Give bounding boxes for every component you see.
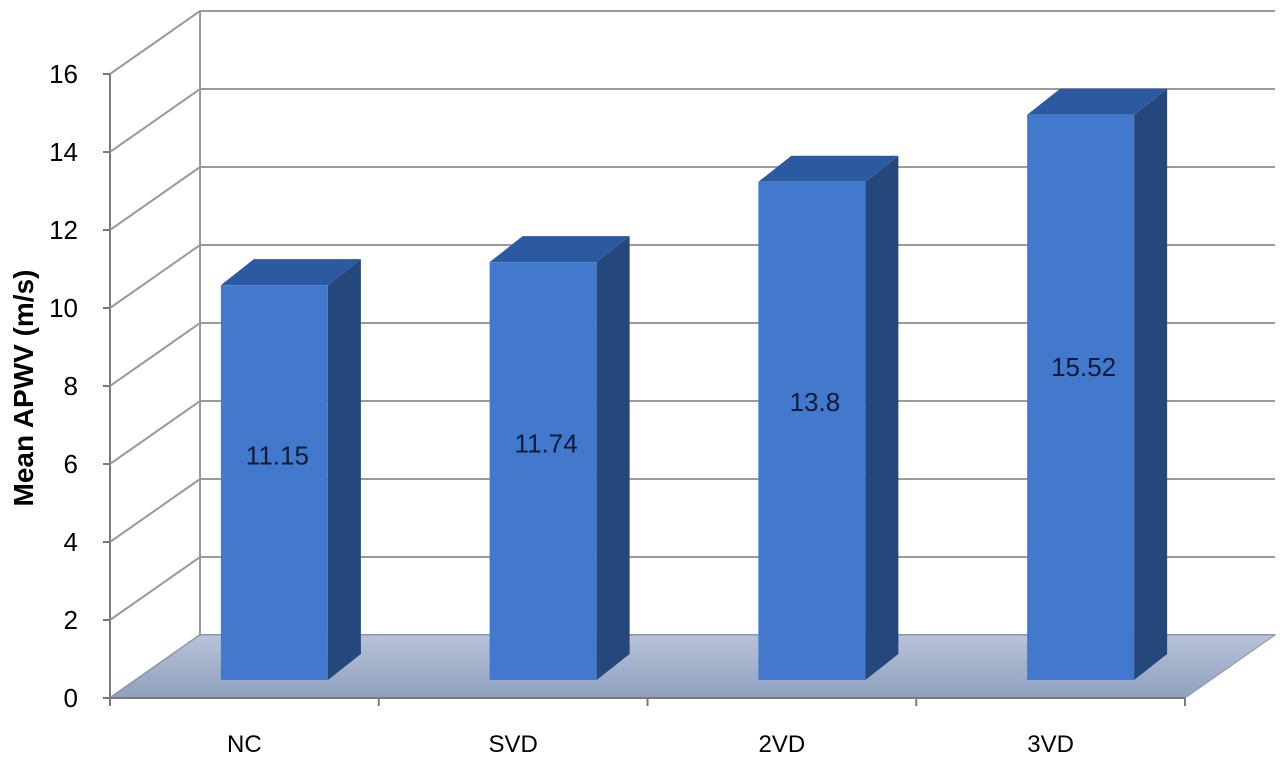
gridline-10	[109, 244, 1275, 309]
bar-front	[220, 285, 328, 680]
data-label: 13.8	[790, 387, 841, 417]
y-tick-label: 12	[49, 215, 78, 245]
gridline-2	[109, 556, 1275, 621]
x-category-label: NC	[227, 731, 262, 758]
bar-side	[596, 236, 630, 680]
gridline-4	[109, 478, 1275, 543]
y-tick-label: 10	[49, 293, 78, 323]
y-tick-label: 16	[49, 59, 78, 89]
y-tick-label: 0	[64, 683, 78, 713]
bar-3VD	[1027, 88, 1168, 681]
data-label: 11.15	[246, 441, 309, 471]
bar-2VD	[758, 155, 899, 681]
x-category-label: 2VD	[759, 731, 806, 758]
gridline-16	[109, 10, 1275, 75]
y-tick-label: 8	[64, 371, 78, 401]
data-label: 15.52	[1051, 352, 1116, 382]
x-category-label: SVD	[488, 731, 537, 758]
bar-top	[489, 236, 630, 263]
bar-front	[1027, 114, 1135, 681]
bar-top	[758, 155, 899, 182]
bar-SVD	[489, 236, 630, 680]
bar-top	[220, 259, 361, 286]
bars	[220, 88, 1168, 681]
bar-NC	[220, 259, 361, 680]
gridline-6	[109, 400, 1275, 465]
x-category-label: 3VD	[1027, 731, 1074, 758]
y-tick-label: 6	[64, 449, 78, 479]
data-labels: 11.15 11.74 13.8 15.52	[246, 352, 1116, 471]
y-tick-label: 14	[49, 137, 78, 167]
bar-side	[865, 155, 899, 681]
gridline-12	[109, 166, 1275, 231]
y-axis-title: Mean APWV (m/s)	[8, 270, 39, 507]
gridline-8	[109, 322, 1275, 387]
bar-top	[1027, 88, 1168, 115]
y-axis-ticks: 0 2 4 6 8 10 12 14 16	[49, 59, 110, 713]
x-axis-categories: NC SVD 2VD 3VD	[109, 697, 1186, 758]
bar-side	[1134, 88, 1168, 681]
gridline-14	[109, 88, 1275, 153]
bar-side	[327, 259, 361, 680]
bar-front	[758, 181, 866, 681]
data-label: 11.74	[515, 429, 578, 459]
y-tick-label: 4	[64, 527, 78, 557]
bar-front	[489, 262, 597, 680]
y-tick-label: 2	[64, 605, 78, 635]
